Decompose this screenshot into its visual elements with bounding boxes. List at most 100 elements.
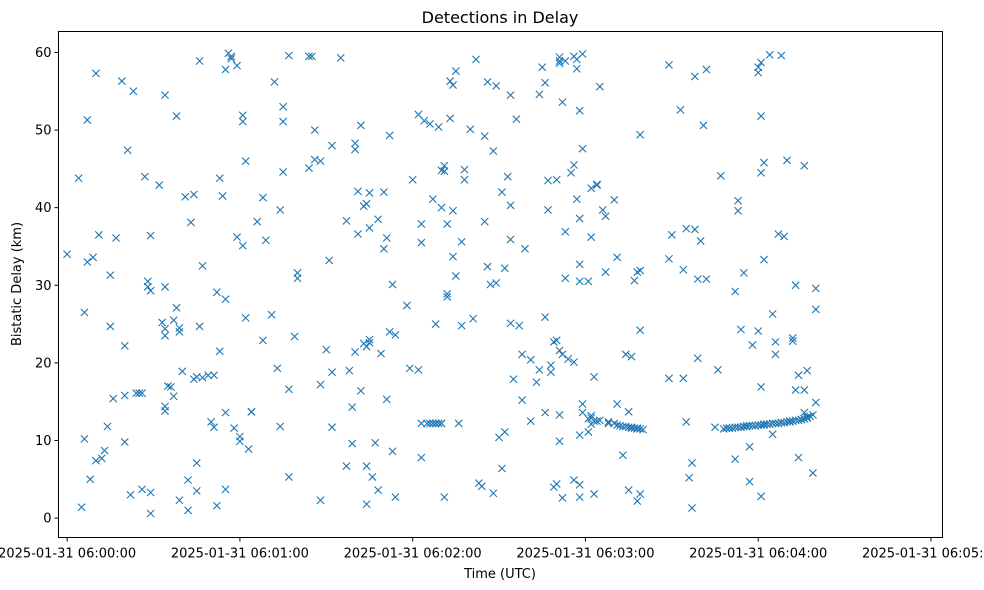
data-point xyxy=(63,250,72,259)
data-point xyxy=(610,195,619,204)
data-point xyxy=(417,219,426,228)
data-point xyxy=(489,147,498,156)
data-point xyxy=(186,218,195,227)
data-point xyxy=(161,91,170,100)
data-point xyxy=(535,365,544,374)
data-point xyxy=(112,233,121,242)
data-point xyxy=(178,367,187,376)
data-point xyxy=(362,199,371,208)
data-point xyxy=(552,336,561,345)
data-point xyxy=(74,174,83,183)
data-point xyxy=(713,365,722,374)
data-point xyxy=(555,346,564,355)
data-point xyxy=(443,289,452,298)
data-point xyxy=(428,419,437,428)
data-point xyxy=(567,168,576,177)
data-point xyxy=(221,408,230,417)
data-point xyxy=(572,64,581,73)
data-point xyxy=(437,203,446,212)
data-point xyxy=(757,168,766,177)
points-layer xyxy=(63,49,820,518)
data-point xyxy=(163,382,172,391)
data-point xyxy=(348,439,357,448)
data-point xyxy=(451,67,460,76)
data-point xyxy=(774,230,783,239)
data-point xyxy=(181,192,190,201)
data-point xyxy=(518,350,527,359)
data-point xyxy=(362,462,371,471)
data-point xyxy=(682,417,691,426)
data-point xyxy=(532,378,541,387)
data-point xyxy=(345,366,354,375)
data-point xyxy=(166,382,175,391)
data-point xyxy=(736,325,745,334)
data-point xyxy=(685,473,694,482)
data-point xyxy=(460,165,469,174)
data-point xyxy=(449,81,457,90)
data-point xyxy=(552,175,561,184)
data-point xyxy=(379,188,388,197)
data-point xyxy=(161,331,170,340)
data-point xyxy=(417,238,426,247)
data-point xyxy=(613,420,622,429)
data-point xyxy=(546,361,555,370)
data-point xyxy=(377,349,385,358)
data-point xyxy=(184,476,193,485)
data-point xyxy=(446,77,455,86)
data-point xyxy=(417,419,426,428)
data-point xyxy=(575,493,584,502)
data-point xyxy=(207,417,216,426)
data-point xyxy=(241,313,250,322)
data-point xyxy=(592,180,601,189)
data-point xyxy=(791,281,800,290)
data-point xyxy=(443,219,452,228)
data-point xyxy=(284,385,293,394)
data-point xyxy=(198,261,207,270)
y-tick-label: 30 xyxy=(35,279,52,294)
data-point xyxy=(682,224,691,233)
data-point xyxy=(757,58,766,67)
data-point xyxy=(590,372,599,381)
data-point xyxy=(106,322,115,331)
y-tick-label: 0 xyxy=(43,512,51,527)
data-point xyxy=(664,374,673,383)
data-point xyxy=(506,91,515,100)
data-point xyxy=(636,490,645,499)
data-point xyxy=(120,391,129,400)
data-point xyxy=(215,174,224,183)
data-point xyxy=(161,324,170,333)
data-point xyxy=(518,396,527,405)
data-point xyxy=(811,398,820,407)
data-point xyxy=(385,131,394,140)
data-point xyxy=(538,63,547,72)
data-point xyxy=(362,342,371,351)
data-point xyxy=(469,314,478,323)
data-point xyxy=(552,479,561,488)
data-point xyxy=(238,111,247,120)
data-point xyxy=(541,408,550,417)
data-point xyxy=(492,81,501,90)
data-point xyxy=(506,319,515,328)
data-point xyxy=(310,126,319,135)
data-point xyxy=(477,482,486,491)
data-point xyxy=(368,472,377,481)
data-point xyxy=(748,341,757,350)
data-point xyxy=(161,282,170,291)
data-point xyxy=(500,427,509,436)
data-point xyxy=(520,244,529,253)
data-point xyxy=(621,350,630,359)
data-point xyxy=(699,121,708,130)
data-point xyxy=(722,424,731,433)
data-point xyxy=(440,167,449,176)
data-point xyxy=(541,78,550,87)
data-point xyxy=(757,112,766,121)
data-point xyxy=(486,280,495,289)
data-point xyxy=(425,119,434,128)
data-point xyxy=(535,90,544,99)
data-point xyxy=(676,105,685,114)
data-point xyxy=(627,352,636,361)
data-point xyxy=(210,371,218,380)
data-point xyxy=(693,354,702,363)
data-point xyxy=(235,437,244,446)
data-point xyxy=(221,485,230,494)
